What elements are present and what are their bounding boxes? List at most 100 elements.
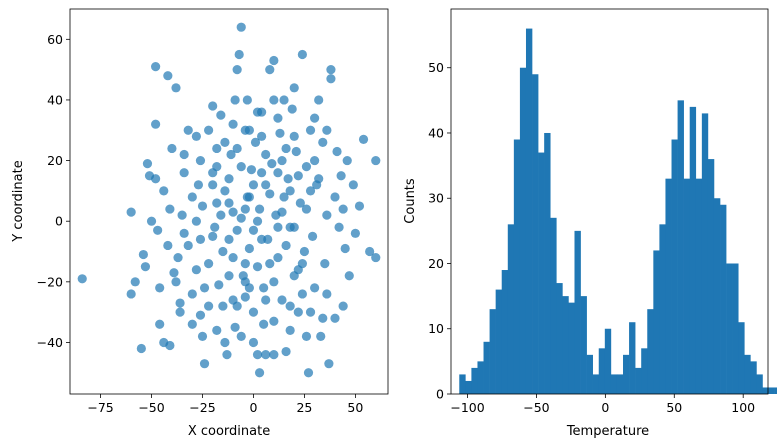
scatter-point: [330, 192, 340, 202]
scatter-point: [191, 131, 201, 141]
scatter-point: [248, 337, 259, 348]
scatter-point: [348, 180, 358, 190]
scatter-point: [248, 180, 259, 190]
scatter-point: [77, 274, 87, 284]
scatter-point: [340, 243, 350, 254]
histogram-bar: [544, 132, 551, 395]
histogram-bar: [623, 354, 630, 394]
scatter-point: [358, 134, 369, 144]
histogram-bar: [677, 100, 684, 395]
scatter-y-tick-label: 40: [47, 92, 63, 107]
histogram-bar: [525, 28, 533, 395]
histogram-axes-frame: [450, 8, 769, 395]
scatter-points: [77, 22, 381, 378]
scatter-point: [142, 159, 153, 169]
histogram-bar: [701, 113, 709, 395]
scatter-point: [285, 186, 295, 196]
scatter-point: [146, 216, 157, 226]
scatter-point: [267, 159, 277, 169]
scatter-point: [316, 331, 326, 342]
scatter-point: [216, 210, 226, 220]
scatter-point: [326, 74, 336, 84]
scatter-point: [224, 198, 234, 208]
scatter-point: [171, 277, 181, 287]
histogram-bar: [471, 367, 478, 394]
scatter-point: [236, 331, 246, 342]
scatter-point: [289, 83, 299, 93]
scatter-point: [236, 22, 246, 32]
histogram-bar: [744, 354, 751, 394]
scatter-point: [242, 95, 252, 105]
scatter-point: [218, 246, 228, 257]
histogram-bar: [695, 178, 703, 394]
scatter-point: [330, 313, 340, 323]
scatter-point: [167, 143, 177, 154]
scatter-point: [151, 174, 161, 184]
scatter-point: [252, 262, 263, 272]
scatter-x-tick-label: −50: [138, 400, 164, 415]
histogram-y-tick-label: 30: [428, 191, 444, 206]
scatter-point: [230, 322, 240, 332]
scatter-point: [193, 180, 204, 190]
scatter-point: [224, 174, 234, 184]
scatter-point: [248, 225, 259, 235]
histogram-bar: [629, 322, 636, 394]
scatter-point: [199, 359, 210, 369]
scatter-point: [310, 113, 320, 123]
scatter-point: [301, 204, 312, 214]
scatter-point: [187, 319, 197, 329]
histogram-bar: [477, 361, 484, 394]
scatter-point: [332, 146, 342, 157]
scatter-x-tick-label: −75: [87, 400, 113, 415]
scatter-point: [326, 65, 336, 75]
scatter-point: [228, 207, 238, 217]
scatter-point: [126, 207, 136, 217]
scatter-point: [265, 189, 275, 199]
scatter-point: [179, 228, 189, 238]
histogram-y-tick-label: 10: [428, 321, 444, 336]
scatter-point: [318, 313, 328, 323]
histogram-x-ticks: −100 −50 0 50 100: [450, 394, 755, 415]
histogram-x-tick-label: −100: [450, 400, 484, 415]
scatter-point: [232, 65, 242, 75]
scatter-point: [269, 55, 279, 66]
histogram-bar: [610, 374, 618, 394]
scatter-point: [295, 198, 305, 208]
scatter-point: [293, 171, 303, 181]
scatter-point: [354, 201, 365, 211]
scatter-point: [281, 240, 291, 251]
scatter-point: [126, 289, 136, 299]
scatter-point: [226, 149, 236, 160]
scatter-point: [305, 125, 316, 135]
scatter-point: [165, 204, 175, 214]
scatter-point: [138, 249, 148, 260]
scatter-point: [293, 265, 303, 275]
histogram-bar: [671, 139, 678, 394]
scatter-point: [236, 213, 246, 223]
scatter-point: [310, 283, 320, 293]
scatter-point: [293, 307, 303, 317]
scatter-point: [244, 192, 254, 202]
histogram-bar: [774, 387, 777, 394]
scatter-point: [338, 204, 348, 214]
scatter-point: [220, 337, 230, 348]
scatter-y-axis-label: Y coordinate: [11, 160, 26, 242]
scatter-point: [183, 240, 193, 251]
histogram-bar: [489, 309, 496, 394]
histogram-x-tick-label: 50: [666, 400, 682, 415]
scatter-point: [254, 204, 265, 214]
histogram-bar: [713, 198, 721, 394]
scatter-point: [187, 289, 197, 299]
scatter-point: [191, 216, 201, 226]
scatter-point: [320, 259, 330, 269]
scatter-point: [220, 137, 230, 147]
scatter-point: [310, 155, 320, 166]
scatter-point: [336, 171, 346, 181]
histogram-x-tick-label: −50: [523, 400, 549, 415]
scatter-chart: −75 −50 −25 0 25 50 −40 −20 0 20 40 60 X coordinat…: [11, 8, 389, 439]
scatter-point: [230, 95, 240, 105]
scatter-point: [261, 180, 271, 190]
scatter-point: [257, 234, 267, 244]
scatter-point: [179, 149, 189, 160]
scatter-x-ticks: −75 −50 −25 0 25 50: [87, 394, 363, 415]
